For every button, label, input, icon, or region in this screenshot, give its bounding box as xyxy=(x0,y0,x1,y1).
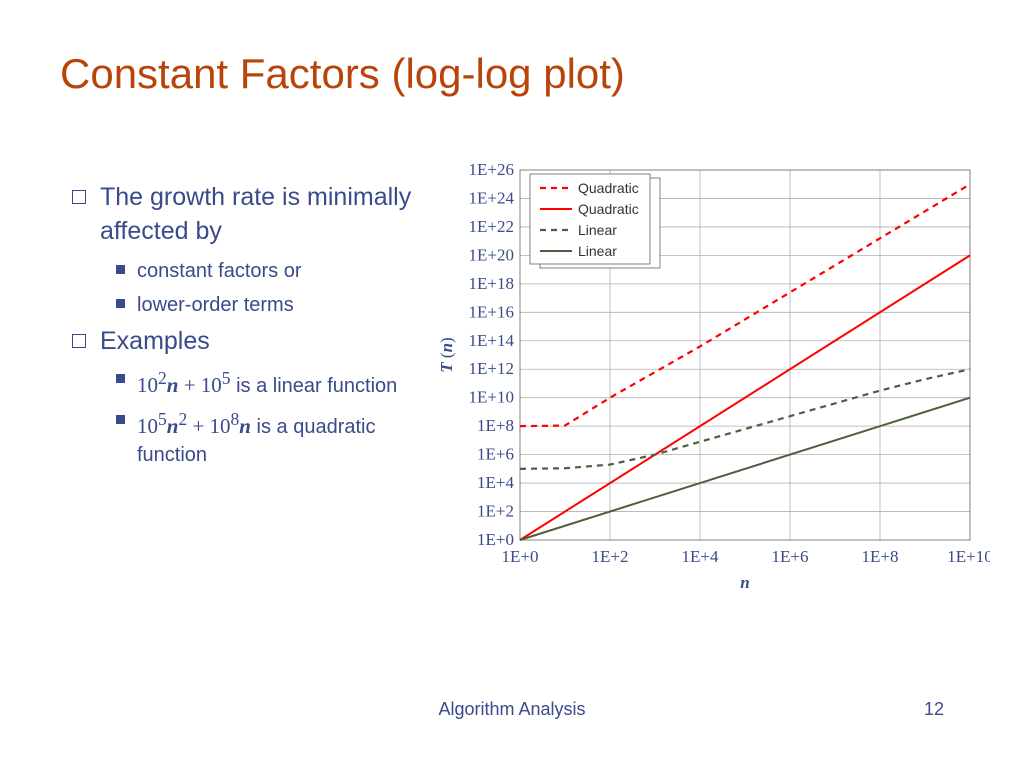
bullet-text: constant factors or xyxy=(137,257,302,285)
svg-text:1E+2: 1E+2 xyxy=(592,547,629,566)
svg-text:1E+0: 1E+0 xyxy=(502,547,539,566)
svg-text:1E+16: 1E+16 xyxy=(469,302,514,321)
bullet-marker-solid xyxy=(116,374,125,383)
bullet-text: 102n + 105 is a linear function xyxy=(137,366,397,400)
bullet-item: The growth rate is minimally affected by xyxy=(72,181,412,249)
svg-text:1E+2: 1E+2 xyxy=(477,502,514,521)
svg-text:Quadratic: Quadratic xyxy=(578,201,639,217)
bullet-text: Examples xyxy=(100,325,210,359)
bullet-marker-hollow xyxy=(72,190,86,204)
svg-text:1E+12: 1E+12 xyxy=(469,359,514,378)
page-number: 12 xyxy=(924,699,944,720)
svg-text:1E+4: 1E+4 xyxy=(682,547,719,566)
bullet-marker-solid xyxy=(116,265,125,274)
svg-text:1E+8: 1E+8 xyxy=(862,547,899,566)
svg-text:1E+24: 1E+24 xyxy=(469,188,515,207)
bullet-text: 105n2 + 108n is a quadratic function xyxy=(137,407,412,469)
svg-text:1E+4: 1E+4 xyxy=(477,473,514,492)
svg-text:Linear: Linear xyxy=(578,222,617,238)
svg-text:n: n xyxy=(740,573,749,592)
footer-label: Algorithm Analysis xyxy=(0,699,1024,720)
svg-text:1E+10: 1E+10 xyxy=(469,388,514,407)
svg-text:T (n): T (n) xyxy=(437,337,456,372)
svg-text:1E+10: 1E+10 xyxy=(947,547,990,566)
bullet-subitem: 105n2 + 108n is a quadratic function xyxy=(116,407,412,469)
svg-text:1E+6: 1E+6 xyxy=(477,445,514,464)
slide-title: Constant Factors (log-log plot) xyxy=(60,50,625,98)
bullet-item: Examples xyxy=(72,325,412,359)
svg-text:Linear: Linear xyxy=(578,243,617,259)
svg-text:1E+8: 1E+8 xyxy=(477,416,514,435)
bullet-marker-solid xyxy=(116,299,125,308)
bullet-subitem: lower-order terms xyxy=(116,291,412,319)
svg-text:1E+22: 1E+22 xyxy=(469,217,514,236)
svg-text:Quadratic: Quadratic xyxy=(578,180,639,196)
log-log-chart: 1E+0 1E+2 1E+4 1E+6 1E+8 1E+10 1E+12 1E+14 1E+16… xyxy=(430,160,990,620)
chart-svg: 1E+0 1E+2 1E+4 1E+6 1E+8 1E+10 1E+12 1E+14 1E+16… xyxy=(430,160,990,620)
bullet-list: The growth rate is minimally affected by… xyxy=(72,175,412,475)
bullet-text: lower-order terms xyxy=(137,291,294,319)
bullet-marker-solid xyxy=(116,415,125,424)
bullet-subitem: 102n + 105 is a linear function xyxy=(116,366,412,400)
bullet-subitem: constant factors or xyxy=(116,257,412,285)
svg-text:1E+26: 1E+26 xyxy=(469,160,514,179)
svg-text:1E+6: 1E+6 xyxy=(772,547,809,566)
svg-text:1E+18: 1E+18 xyxy=(469,274,514,293)
svg-text:1E+14: 1E+14 xyxy=(469,331,515,350)
svg-text:1E+20: 1E+20 xyxy=(469,245,514,264)
bullet-text: The growth rate is minimally affected by xyxy=(100,181,412,249)
bullet-marker-hollow xyxy=(72,334,86,348)
